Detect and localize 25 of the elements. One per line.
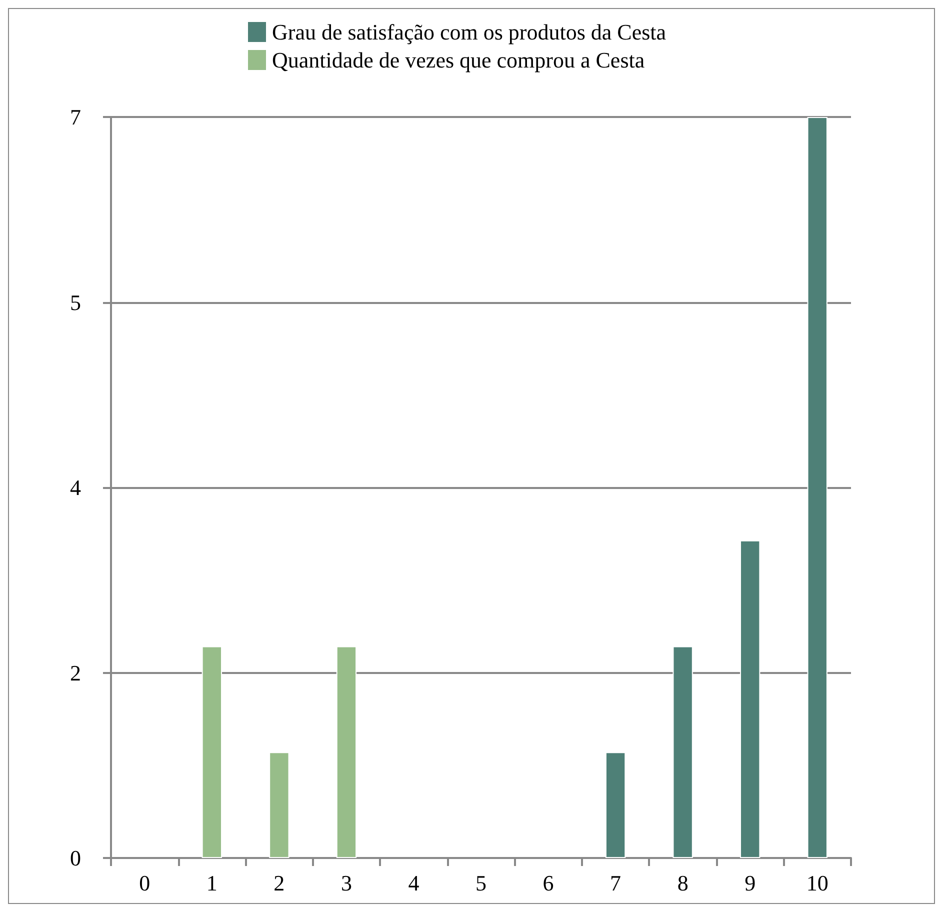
x-tick-label: 0 — [139, 870, 150, 896]
bar — [336, 646, 357, 858]
x-tick-label: 2 — [274, 870, 285, 896]
x-tick-label: 4 — [408, 870, 420, 896]
x-tick-label: 5 — [476, 870, 486, 896]
y-tick-label: 2 — [70, 660, 81, 686]
bar — [202, 646, 222, 858]
x-tick-label: 3 — [340, 870, 352, 896]
y-tick-label: 7 — [70, 104, 81, 130]
x-tick-label: 1 — [206, 870, 218, 896]
x-tick-label: 8 — [677, 870, 688, 896]
bar — [672, 646, 693, 858]
bar — [807, 117, 828, 858]
bar — [740, 540, 760, 858]
x-tick-label: 6 — [542, 870, 554, 896]
x-tick-label: 7 — [610, 870, 622, 896]
legend-label: Quantidade de vezes que comprou a Cesta — [272, 48, 645, 72]
y-tick-label: 5 — [70, 290, 81, 315]
y-tick-label: 4 — [70, 475, 81, 500]
x-tick-label: 9 — [744, 870, 756, 896]
y-tick-label: 0 — [70, 846, 81, 870]
bar — [269, 752, 290, 858]
x-tick-label: 10 — [806, 870, 828, 896]
bar — [605, 752, 626, 858]
legend-label: Grau de satisfação com os produtos da Cesta — [272, 20, 666, 44]
